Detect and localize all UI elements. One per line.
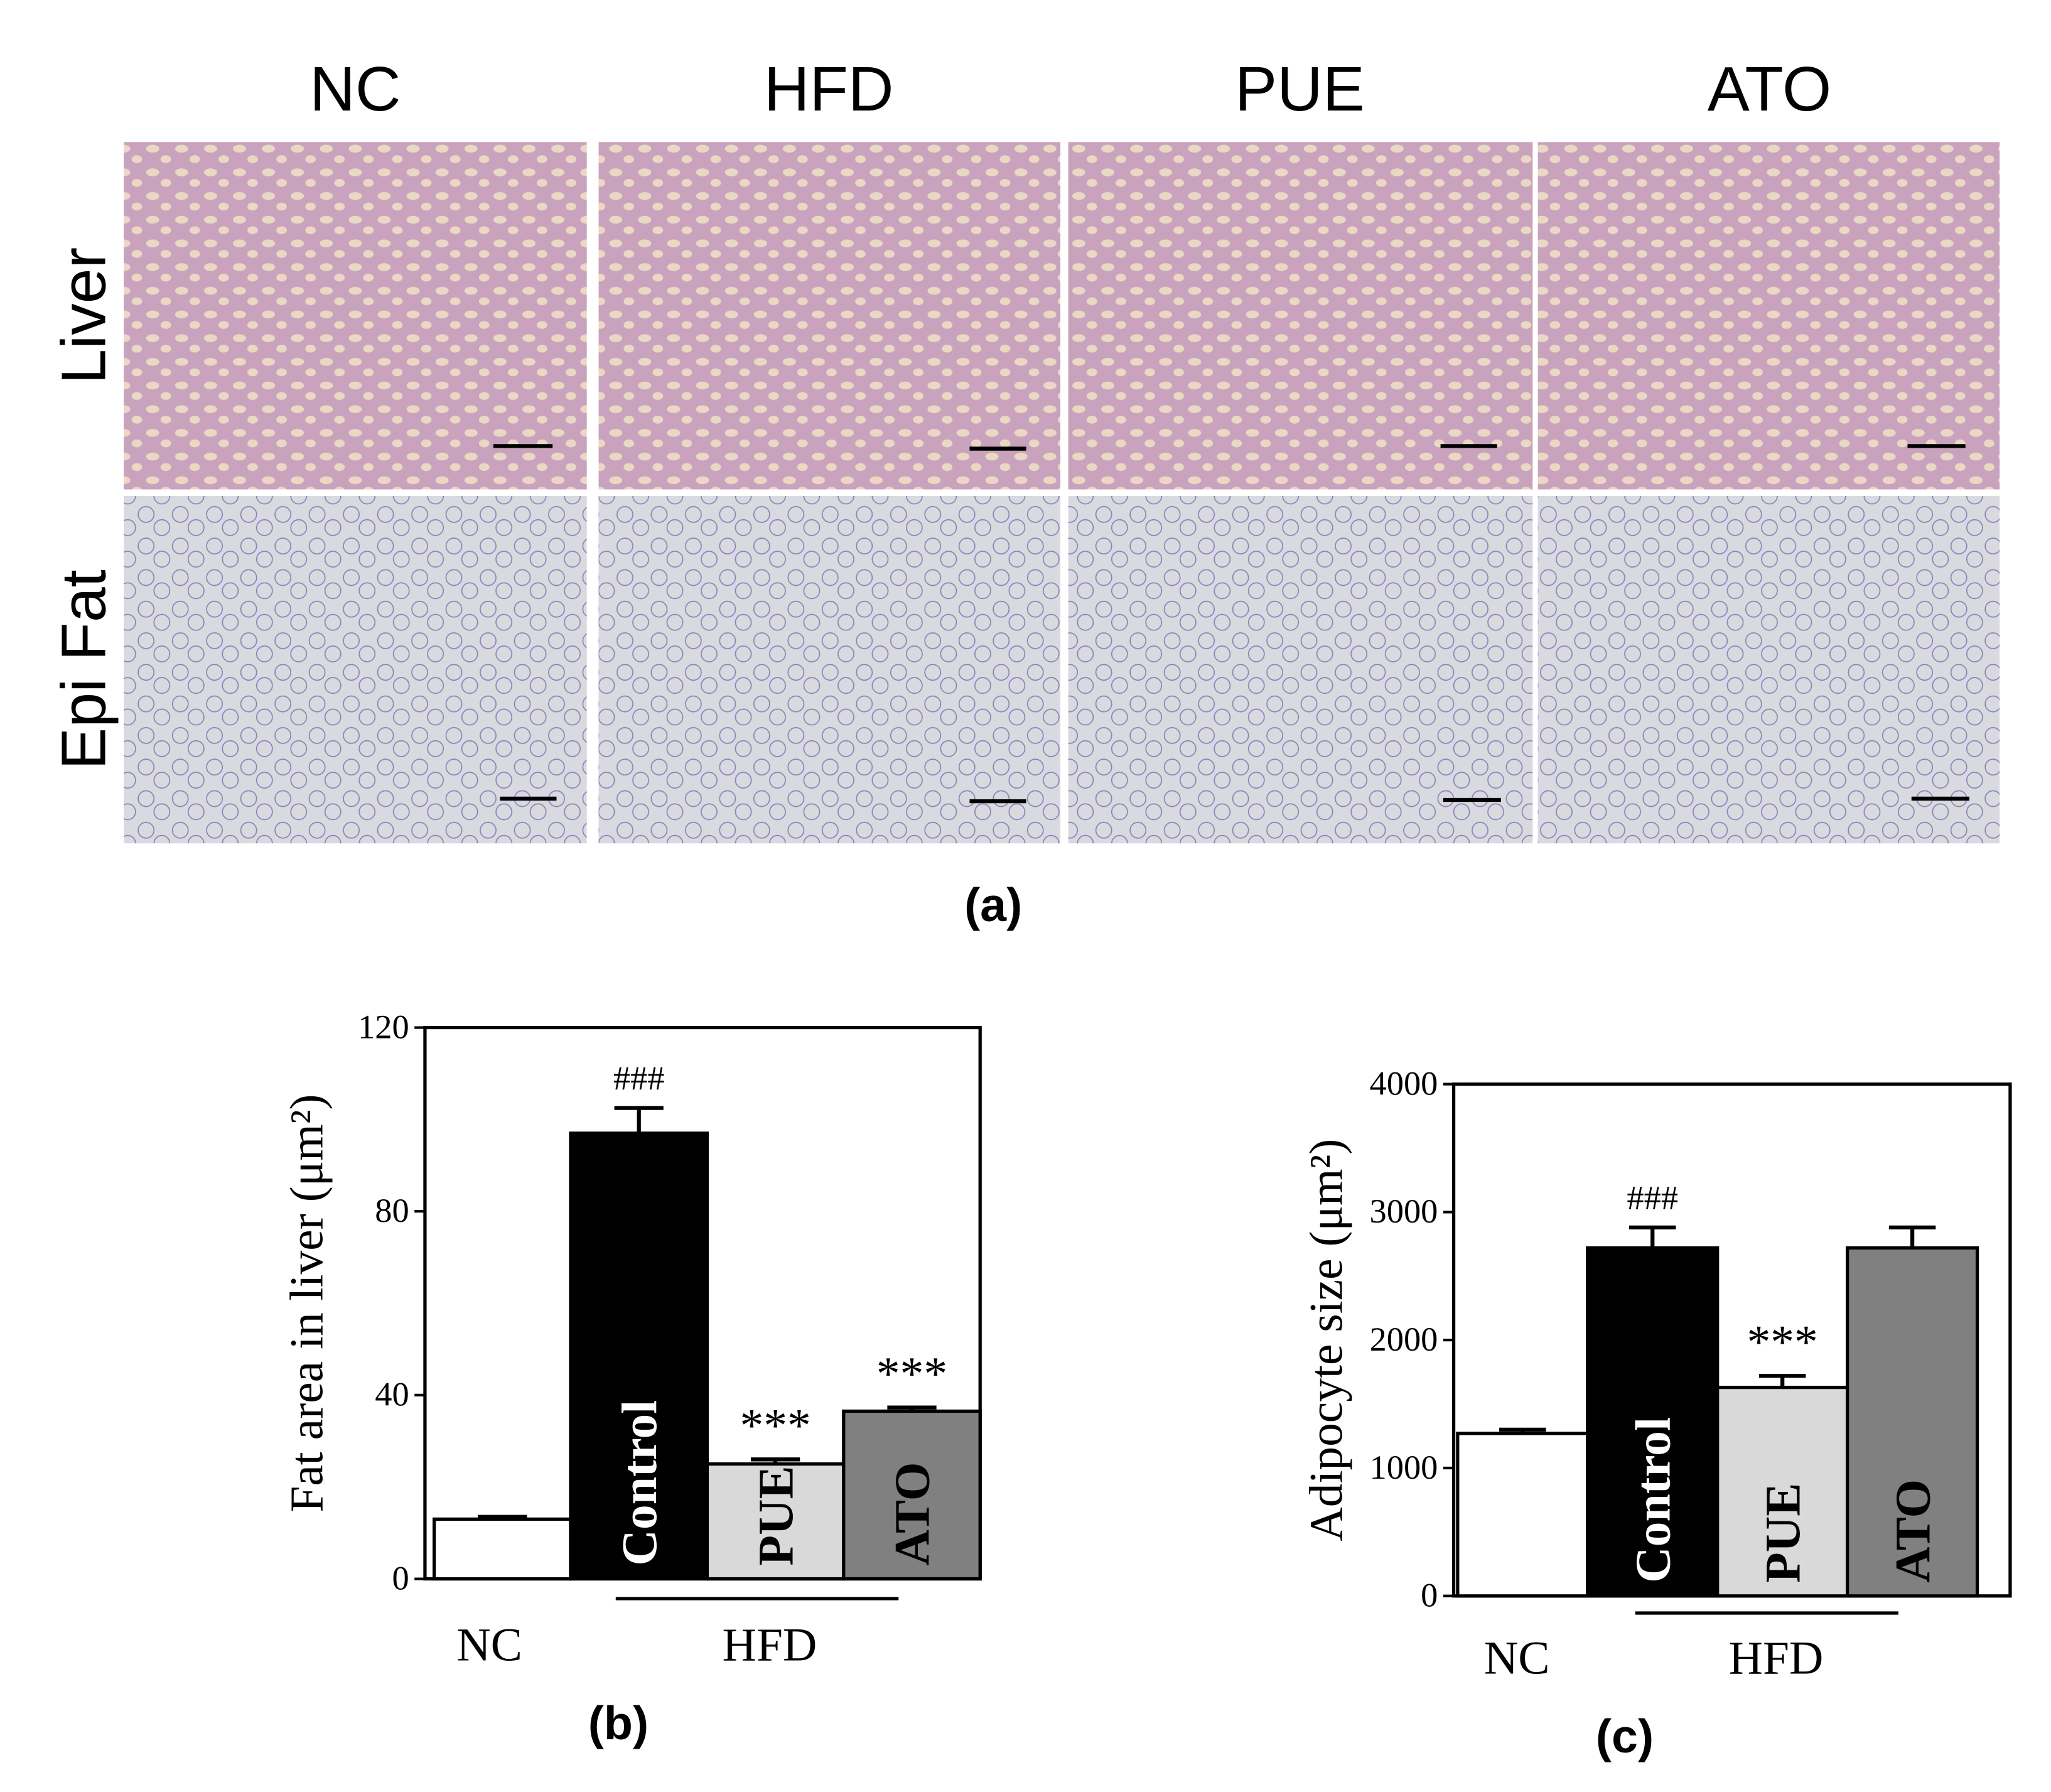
group-label: HFD [722,1619,817,1671]
column-label: PUE [1235,54,1365,124]
bar [1716,1385,1849,1598]
fat-image [598,495,1061,844]
group-label: HFD [1729,1632,1824,1684]
row-label: Liver [49,247,119,384]
panel-label: (c) [1596,1710,1654,1762]
bar [842,1409,982,1581]
significance-label: *** [876,1347,947,1400]
y-tick-label: 40 [375,1375,409,1413]
liver-image [1537,142,2000,490]
y-axis-label: Fat area in liver (μm²) [281,1094,333,1512]
y-tick-label: 120 [358,1007,409,1045]
significance-label: ### [1627,1179,1678,1217]
y-tick-label: 1000 [1369,1448,1438,1486]
panel-label: (b) [588,1697,649,1749]
significance-label: *** [1747,1316,1818,1368]
liver-image [124,142,587,490]
column-label: NC [310,54,401,124]
y-tick-label: 3000 [1369,1192,1438,1230]
bar [705,1462,846,1581]
bar [1586,1246,1720,1598]
bar [432,1517,573,1581]
liver-image [1068,142,1533,490]
y-tick-label: 0 [1421,1576,1438,1614]
scale-bars [493,444,1969,804]
panel-a: NC HFD PUE ATO Liver Epi Fat (a) [49,54,2000,931]
category-label: ATO [1885,1479,1941,1583]
category-label: ATO [885,1462,940,1565]
y-axis-label: Adipocyte size (μm²) [1300,1139,1352,1541]
bar [1846,1246,1979,1598]
category-label: PUE [1755,1483,1811,1583]
y-tick-label: 2000 [1369,1320,1438,1358]
liver-image [598,142,1061,490]
row-label: Epi Fat [49,569,119,770]
bar [1456,1432,1590,1598]
fat-image [1068,495,1533,844]
panel-label: (a) [964,878,1022,931]
category-label: PUE [748,1465,804,1565]
category-label: Control [612,1400,667,1566]
fat-image [1537,495,2000,844]
y-tick-label: 4000 [1369,1064,1438,1102]
category-label: Control [1625,1417,1681,1583]
significance-label: *** [740,1400,811,1452]
y-tick-label: 80 [375,1191,409,1229]
y-tick-label: 0 [392,1558,409,1597]
category-label: NC [456,1619,522,1671]
column-label: HFD [764,54,894,124]
category-label: NC [1484,1632,1550,1684]
fat-image [124,495,587,844]
bar [569,1131,709,1581]
significance-label: ### [613,1059,665,1097]
column-label: ATO [1708,54,1831,124]
